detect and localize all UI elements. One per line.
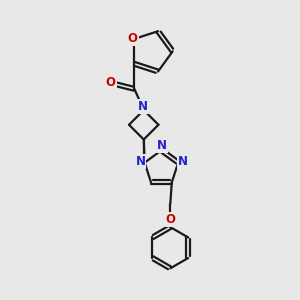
Text: N: N <box>178 155 188 168</box>
Text: O: O <box>106 76 116 89</box>
Text: O: O <box>128 32 138 45</box>
Text: N: N <box>136 154 146 168</box>
Text: O: O <box>166 213 176 226</box>
Text: N: N <box>138 100 148 113</box>
Text: N: N <box>157 139 167 152</box>
